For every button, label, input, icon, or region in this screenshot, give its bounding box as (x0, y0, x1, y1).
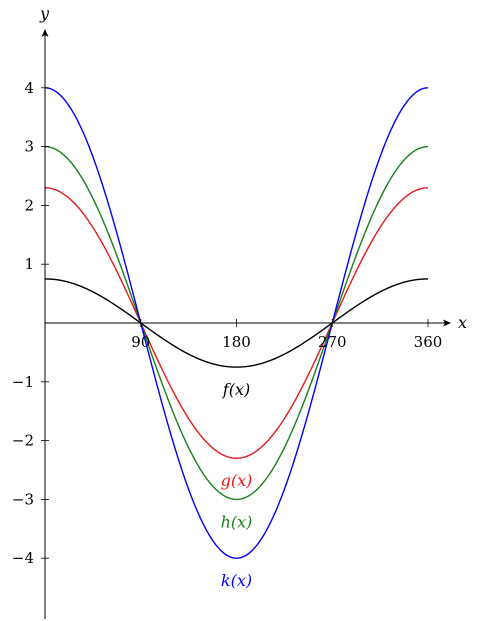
y-tick-label: 3 (24, 138, 34, 156)
y-tick-label: −1 (12, 373, 34, 391)
series-layer (44, 87, 429, 559)
x-tick-label: 360 (414, 333, 443, 351)
series-line-0 (44, 278, 429, 368)
y-axis-label: y (39, 4, 50, 23)
series-label: f(x) (222, 380, 250, 399)
labels-layer: f(x) g(x) h(x) k(x) (221, 380, 253, 590)
series-line-2 (44, 145, 429, 501)
y-tick-label: −2 (12, 432, 34, 450)
series-label: g(x) (221, 471, 253, 490)
ticks-layer: 90 180 270 360 4 3 2 1 −1 −2 −3 −4 (12, 79, 442, 567)
y-tick-label: 2 (24, 196, 34, 214)
y-tick-label: 1 (24, 255, 34, 273)
x-tick-label: 180 (222, 333, 251, 351)
series-line-3 (44, 87, 429, 559)
x-tick-label: 90 (131, 333, 150, 351)
series-label: h(x) (221, 512, 253, 531)
x-axis-label: x (458, 313, 467, 332)
x-tick-label: 270 (318, 333, 347, 351)
y-tick-label: −3 (12, 490, 34, 508)
x-axis-arrow (443, 319, 451, 327)
series-label: k(x) (221, 571, 252, 590)
y-axis-arrow (41, 29, 49, 37)
y-tick-label: 4 (24, 79, 34, 97)
series-line-1 (44, 187, 429, 459)
y-tick-label: −4 (12, 549, 34, 567)
axes-layer: x y (39, 4, 467, 619)
